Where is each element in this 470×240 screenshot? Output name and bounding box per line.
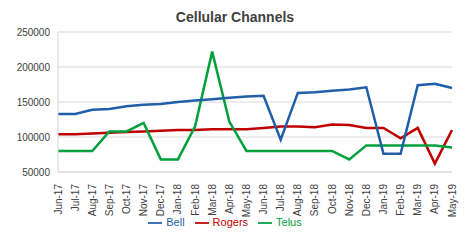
svg-text:Mar-18: Mar-18 (207, 184, 218, 216)
svg-text:Mar-19: Mar-19 (412, 184, 423, 216)
svg-text:Dec-18: Dec-18 (361, 184, 372, 217)
svg-text:Oct-17: Oct-17 (121, 184, 132, 214)
svg-text:Jan-18: Jan-18 (172, 184, 183, 215)
svg-text:Sep-18: Sep-18 (309, 184, 320, 217)
svg-text:Aug-17: Aug-17 (87, 184, 98, 217)
svg-text:Apr-19: Apr-19 (429, 184, 440, 214)
svg-text:150000: 150000 (17, 97, 51, 108)
svg-text:100000: 100000 (17, 132, 51, 143)
svg-text:Aug-18: Aug-18 (292, 184, 303, 217)
svg-text:Dec-17: Dec-17 (155, 184, 166, 217)
svg-text:May-19: May-19 (447, 184, 458, 218)
svg-text:Nov-18: Nov-18 (344, 184, 355, 217)
svg-text:Jun-17: Jun-17 (53, 184, 64, 215)
svg-text:50000: 50000 (22, 167, 50, 178)
svg-text:Jul-17: Jul-17 (70, 184, 81, 212)
svg-text:Feb-18: Feb-18 (190, 184, 201, 216)
svg-text:Oct-18: Oct-18 (327, 184, 338, 214)
svg-text:Apr-18: Apr-18 (224, 184, 235, 214)
svg-text:Feb-19: Feb-19 (395, 184, 406, 216)
svg-text:Jul-18: Jul-18 (275, 184, 286, 212)
svg-text:250000: 250000 (17, 27, 51, 38)
svg-text:Jun-18: Jun-18 (258, 184, 269, 215)
svg-text:Nov-17: Nov-17 (138, 184, 149, 217)
html-text:Cellular Channels: Cellular Channels (175, 9, 295, 25)
svg-text:Jan-19: Jan-19 (378, 184, 389, 215)
svg-text:200000: 200000 (17, 62, 51, 73)
svg-text:May-18: May-18 (241, 184, 252, 218)
html-text:Bell: Bell (166, 216, 185, 228)
html-text:Telus: Telus (276, 216, 302, 228)
html-text:Rogers: Rogers (212, 216, 249, 228)
svg-text:Sep-17: Sep-17 (104, 184, 115, 217)
